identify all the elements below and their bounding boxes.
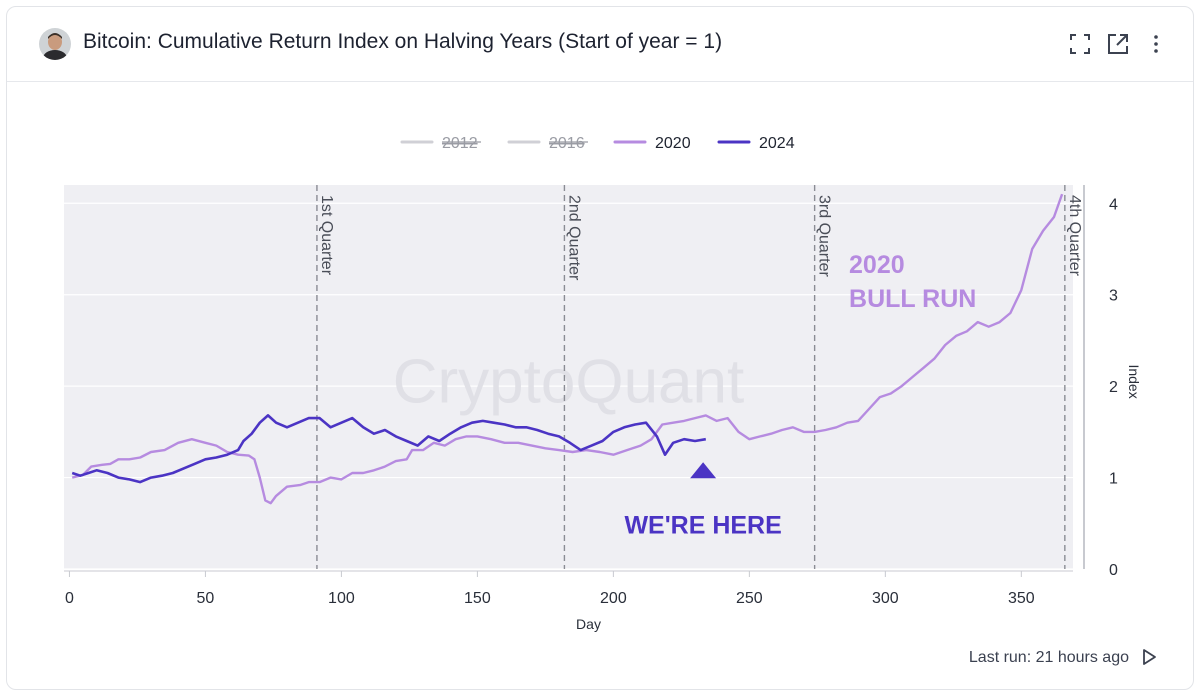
y-tick-label: 3	[1109, 288, 1118, 305]
avatar-image	[39, 28, 71, 60]
legend-item-2024[interactable]: 2024	[759, 135, 795, 152]
y-axis-title: Index	[1126, 364, 1142, 398]
x-tick-label: 200	[600, 590, 627, 607]
last-run-text: Last run: 21 hours ago	[968, 649, 1129, 666]
x-axis-title: Day	[576, 616, 601, 632]
y-tick-label: 1	[1109, 471, 1118, 488]
plot-area	[64, 185, 1073, 569]
y-tick-label: 0	[1109, 562, 1118, 579]
quarter-marker-label: 4th Quarter	[1066, 195, 1083, 277]
fullscreen-icon[interactable]	[1067, 31, 1093, 57]
x-tick-label: 300	[872, 590, 899, 607]
y-tick-label: 4	[1109, 196, 1118, 213]
annotation-were-here: WE'RE HERE	[624, 511, 781, 539]
y-tick-label: 2	[1109, 379, 1118, 396]
legend-item-2012[interactable]: 2012	[442, 135, 478, 152]
legend-item-2016[interactable]: 2016	[549, 135, 585, 152]
annotation-marker-triangle	[690, 462, 717, 479]
x-tick-label: 50	[197, 590, 215, 607]
watermark: CryptoQuant	[393, 348, 745, 417]
more-vertical-icon[interactable]	[1143, 31, 1169, 57]
x-tick-label: 100	[328, 590, 355, 607]
card-header: Bitcoin: Cumulative Return Index on Halv…	[7, 7, 1193, 82]
x-tick-label: 350	[1008, 590, 1035, 607]
annotation-bull-run-2: BULL RUN	[849, 285, 976, 313]
chart-title: Bitcoin: Cumulative Return Index on Halv…	[83, 30, 723, 53]
quarter-marker-label: 3rd Quarter	[816, 195, 833, 277]
series-line-2020	[71, 193, 1064, 505]
x-tick-label: 250	[736, 590, 763, 607]
quarter-marker-label: 2nd Quarter	[565, 195, 582, 281]
legend-item-2020[interactable]: 2020	[655, 135, 691, 152]
annotation-bull-run: 2020	[849, 251, 905, 279]
chart-card: Bitcoin: Cumulative Return Index on Halv…	[6, 6, 1194, 690]
x-tick-label: 150	[464, 590, 491, 607]
quarter-marker-label: 1st Quarter	[318, 195, 335, 276]
avatar[interactable]	[39, 28, 71, 60]
x-tick-label: 0	[65, 590, 74, 607]
open-external-icon[interactable]	[1105, 31, 1131, 57]
play-icon[interactable]	[1139, 647, 1159, 667]
chart-svg: CryptoQuant 0 1 2 3 4 0 50 100 150 200 250 300 350 Day…	[64, 135, 1142, 632]
series-line-2024	[71, 414, 707, 484]
